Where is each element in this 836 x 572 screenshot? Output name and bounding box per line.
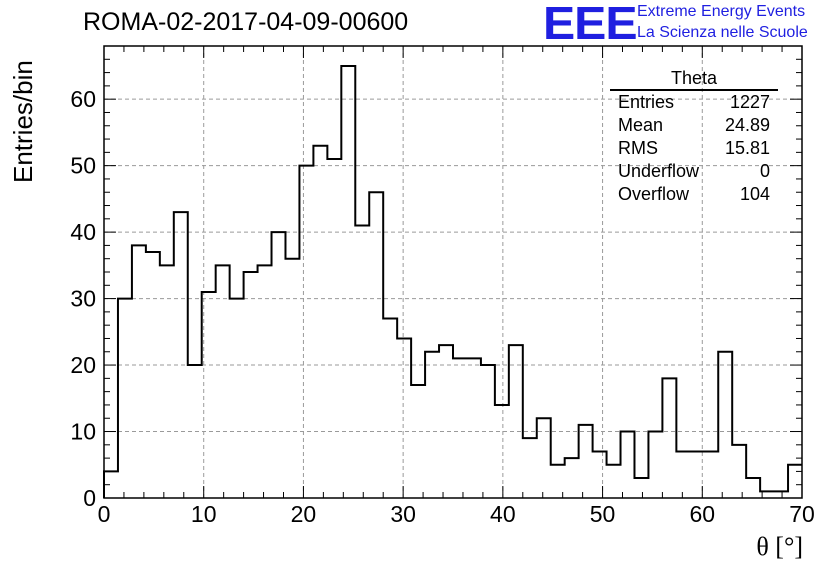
histogram-bin	[788, 465, 802, 498]
histogram-bin	[662, 378, 676, 498]
histogram-bin	[411, 385, 425, 498]
histogram-bin	[579, 425, 593, 498]
histogram-bin	[383, 319, 397, 498]
histogram-bin	[537, 418, 551, 498]
y-tick-label: 40	[70, 219, 96, 245]
histogram-bin	[607, 465, 621, 498]
stats-value: 15.81	[724, 138, 770, 158]
histogram-bin	[397, 338, 411, 498]
x-tick-label: 30	[390, 501, 416, 527]
histogram-bin	[132, 245, 146, 498]
stats-value: 0	[759, 161, 770, 181]
stats-row-entries: Entries 1227	[610, 91, 778, 114]
histogram-bin	[565, 458, 579, 498]
stats-value: 24.89	[724, 115, 770, 135]
histogram-bin	[704, 451, 718, 498]
x-tick-label: 70	[789, 501, 815, 527]
histogram-bin	[648, 432, 662, 498]
histogram-bin	[285, 259, 299, 498]
y-tick-label: 60	[70, 86, 96, 112]
histogram-bin	[634, 478, 648, 498]
histogram-bin	[146, 252, 160, 498]
x-tick-label: 20	[291, 501, 317, 527]
histogram-bin	[425, 352, 439, 498]
y-tick-label: 0	[83, 485, 96, 511]
x-axis-label: θ [°]	[756, 532, 803, 561]
histogram-bin	[621, 432, 635, 498]
x-tick-label: 40	[490, 501, 516, 527]
histogram-outline	[103, 64, 802, 498]
histogram-bin	[244, 272, 258, 498]
stats-label: Overflow	[618, 184, 690, 204]
histogram-bin	[369, 192, 383, 498]
histogram-bin	[439, 345, 453, 498]
logo-caption-line1: Extreme Energy Events	[637, 3, 806, 20]
histogram-bin	[216, 265, 230, 498]
eee-logo: EEE	[543, 0, 638, 49]
y-tick-label: 30	[70, 286, 96, 312]
x-tick-label: 50	[590, 501, 616, 527]
histogram-bin	[495, 405, 509, 498]
stats-row-overflow: Overflow 104	[610, 183, 778, 206]
y-tick-label: 10	[70, 419, 96, 445]
histogram-bin	[355, 225, 369, 498]
histogram-bin	[732, 445, 746, 498]
plot-title: ROMA-02-2017-04-09-00600	[83, 8, 409, 36]
x-tick-label: 10	[191, 501, 217, 527]
stats-title: Theta	[610, 68, 778, 91]
histogram-bin	[453, 358, 467, 498]
histogram-bin	[258, 265, 272, 498]
histogram-bin	[327, 159, 341, 498]
x-tick-label: 0	[98, 501, 111, 527]
histogram-bin	[467, 358, 481, 498]
histogram-bin	[118, 299, 132, 498]
histogram-bin	[509, 345, 523, 498]
histogram-bin	[174, 212, 188, 498]
stats-box: Theta Entries 1227 Mean 24.89 RMS 15.81 …	[610, 68, 778, 206]
y-tick-label: 50	[70, 153, 96, 179]
stats-label: Underflow	[618, 161, 700, 181]
histogram-bin	[230, 299, 244, 498]
histogram-bin	[160, 265, 174, 498]
histogram-bin	[746, 478, 760, 498]
y-axis-label: Entries/bin	[8, 60, 38, 183]
x-tick-label: 60	[689, 501, 715, 527]
stats-label: Mean	[618, 115, 664, 135]
histogram-bin	[593, 451, 607, 498]
stats-value: 1227	[729, 92, 770, 112]
y-tick-label: 20	[70, 352, 96, 378]
stats-label: Entries	[618, 92, 675, 112]
histogram-bin	[299, 166, 313, 498]
stats-value: 104	[739, 184, 770, 204]
histogram-bin	[341, 66, 355, 498]
stats-row-mean: Mean 24.89	[610, 114, 778, 137]
histogram-bin	[676, 451, 690, 498]
histogram-bin	[718, 352, 732, 498]
histogram-bin	[523, 438, 537, 498]
stats-label: RMS	[618, 138, 658, 158]
stats-row-rms: RMS 15.81	[610, 137, 778, 160]
stats-row-underflow: Underflow 0	[610, 160, 778, 183]
logo-caption-line2: La Scienza nelle Scuole	[637, 24, 808, 41]
histogram-bin	[313, 146, 327, 498]
